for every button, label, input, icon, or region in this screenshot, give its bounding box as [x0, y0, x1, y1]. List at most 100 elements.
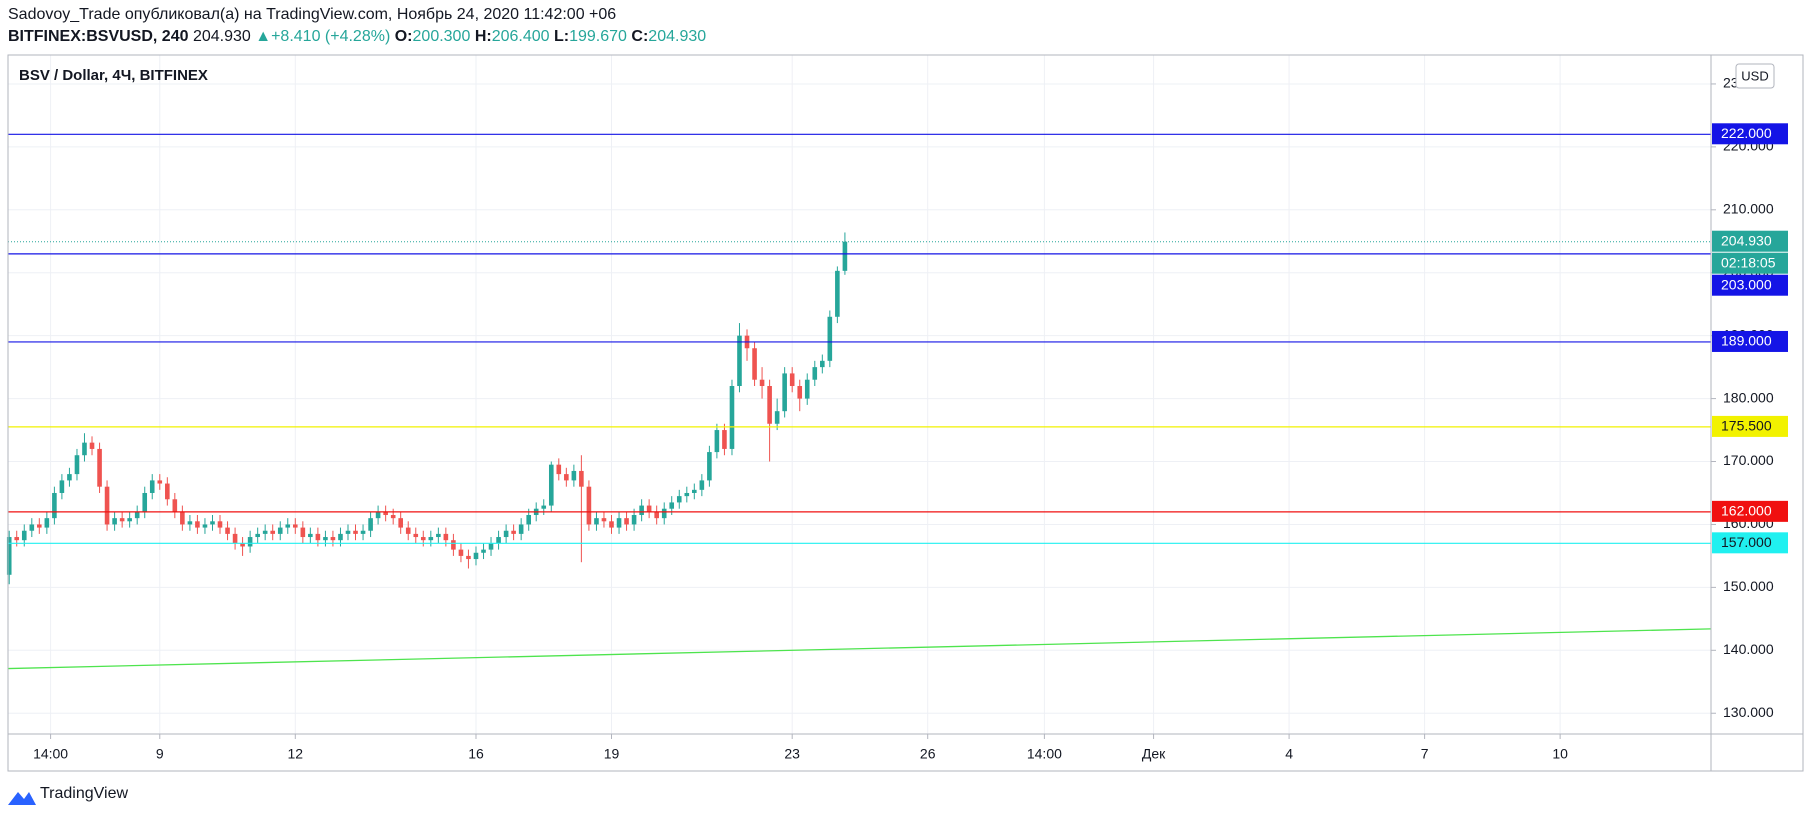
candle-body [375, 511, 381, 519]
c-label: C: [631, 28, 649, 45]
candle-body [451, 540, 456, 550]
candle-body [217, 521, 223, 528]
candle-body [842, 241, 848, 271]
candle-body [119, 518, 125, 522]
currency[interactable]: USD [1741, 68, 1768, 83]
candle-body [383, 511, 388, 516]
candle-body [639, 505, 644, 516]
candle-body [180, 511, 185, 525]
last-price-label: 204.930 [1721, 232, 1772, 248]
c: 204.930 [648, 28, 707, 45]
level-box [1712, 500, 1788, 522]
candle-body [526, 515, 532, 525]
x-tick-label: 23 [784, 746, 800, 762]
currency-button[interactable] [1735, 63, 1775, 89]
candle-body [676, 496, 682, 503]
chart-title: BSV / Dollar, 4Ч, BITFINEX [19, 67, 208, 84]
candle-body [804, 379, 810, 399]
candle-body [624, 518, 629, 525]
o-label: O: [394, 28, 413, 45]
ohlc-line: BITFINEX:BSVUSD, 240 204.930 ▲+8.410 (+4… [8, 28, 706, 46]
candle-body [428, 537, 434, 541]
candle-body [466, 555, 471, 560]
change: +8.410 (+4.28%) [271, 28, 391, 45]
candle-body [255, 533, 260, 538]
candle-body [21, 530, 27, 541]
level-box [1712, 274, 1788, 296]
candle-body [714, 430, 720, 453]
candle-body [345, 530, 351, 534]
candle-body [473, 552, 479, 560]
candle-body [692, 489, 697, 493]
candle-body [488, 543, 494, 550]
candle-body [277, 527, 283, 534]
candle-body [308, 533, 313, 538]
candle-body [789, 373, 795, 387]
candle-body [436, 533, 441, 538]
level-box [1712, 415, 1788, 437]
countdown-box [1712, 252, 1788, 274]
trendline [7, 628, 1712, 670]
level-label: 222.000 [1721, 125, 1772, 141]
candle-body [165, 483, 170, 500]
level-label: 175.500 [1721, 418, 1772, 434]
candle-body [285, 524, 291, 528]
candle-body [37, 524, 42, 528]
x-tick-label: 10 [1552, 746, 1568, 762]
candle-body [210, 521, 215, 525]
candle-body [564, 474, 569, 481]
frame [7, 54, 1804, 772]
candle-body [631, 515, 637, 525]
candle-body [812, 367, 818, 380]
candle-body [759, 379, 765, 387]
symbol: BITFINEX:BSVUSD, 240 [8, 28, 189, 45]
candle-body [503, 530, 509, 538]
o: 200.300 [412, 28, 471, 45]
candle-body [413, 533, 419, 538]
marks [6, 133, 1712, 670]
candle-body [496, 537, 501, 544]
candle-body [59, 480, 65, 493]
candle-body [202, 524, 208, 528]
candle-body [797, 386, 803, 399]
candle-body [774, 411, 780, 424]
x-tick-label: 26 [920, 746, 936, 762]
candle-body [609, 521, 614, 528]
candle-body [29, 524, 35, 531]
candle-body [89, 442, 95, 449]
x-tick-label: 4 [1285, 746, 1293, 762]
y-tick-label: 210.000 [1723, 201, 1774, 217]
header-line: Sadovoy_Trade опубликовал(а) на TradingV… [8, 6, 616, 24]
y-tick-label: 180.000 [1723, 389, 1774, 405]
candle-body [232, 533, 238, 544]
candle-body [579, 470, 584, 487]
candle-body [247, 537, 253, 547]
candle-body [669, 502, 675, 509]
candle-body [134, 511, 140, 519]
grid [8, 55, 1711, 734]
candle-body [699, 480, 705, 490]
level-box [1712, 123, 1788, 145]
y-tick-label: 140.000 [1723, 641, 1774, 657]
candle-body [752, 348, 757, 380]
candle-body [97, 448, 102, 487]
candle-body [262, 530, 268, 534]
level-label: 162.000 [1721, 503, 1772, 519]
candle-body [594, 518, 599, 525]
candle-body [82, 442, 87, 456]
candle-body [548, 464, 554, 506]
candle-body [270, 530, 276, 534]
candle-body [556, 464, 562, 475]
candle-body [157, 480, 163, 484]
candle-body [52, 492, 57, 519]
l: 199.670 [569, 28, 627, 45]
y-tick-label: 150.000 [1723, 578, 1774, 594]
candle-body [330, 537, 336, 541]
level-box [1712, 532, 1788, 554]
x-tick-label: 14:00 [33, 746, 68, 762]
candle-body [729, 386, 735, 449]
candle-body [646, 505, 652, 512]
candle-body [707, 452, 712, 481]
candle-body [292, 524, 298, 528]
